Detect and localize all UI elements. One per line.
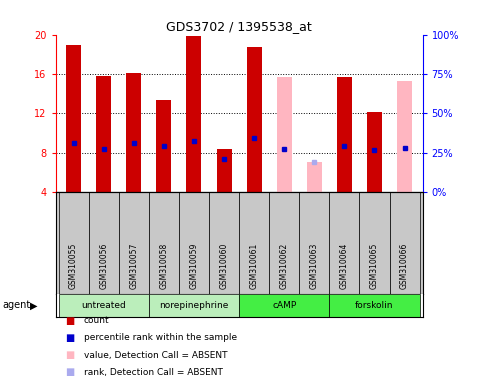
Text: GSM310056: GSM310056 (99, 242, 108, 289)
Bar (397, 81, 412, 192)
Text: GSM310058: GSM310058 (159, 242, 169, 289)
Text: GSM310055: GSM310055 (69, 242, 78, 289)
Text: GSM310065: GSM310065 (370, 242, 379, 289)
Text: rank, Detection Call = ABSENT: rank, Detection Call = ABSENT (84, 368, 223, 377)
Text: GSM310062: GSM310062 (280, 242, 289, 289)
Bar (209, 192, 239, 294)
Text: cAMP: cAMP (272, 301, 297, 310)
Bar (216, 149, 231, 192)
Text: norepinephrine: norepinephrine (159, 301, 228, 310)
Text: count: count (84, 316, 109, 325)
Text: ■: ■ (65, 316, 74, 326)
Text: ■: ■ (65, 333, 74, 343)
Text: untreated: untreated (81, 301, 126, 310)
Bar (179, 192, 209, 294)
Bar (329, 192, 359, 294)
Bar (329, 294, 420, 317)
Bar (247, 47, 262, 192)
Bar (277, 77, 292, 192)
Text: ▶: ▶ (30, 300, 38, 310)
Text: GSM310064: GSM310064 (340, 242, 349, 289)
Text: value, Detection Call = ABSENT: value, Detection Call = ABSENT (84, 351, 227, 360)
Bar (367, 112, 382, 192)
Bar (239, 294, 329, 317)
Text: forskolin: forskolin (355, 301, 394, 310)
Bar (58, 192, 89, 294)
Text: GSM310057: GSM310057 (129, 242, 138, 289)
Title: GDS3702 / 1395538_at: GDS3702 / 1395538_at (166, 20, 312, 33)
Bar (119, 192, 149, 294)
Text: GSM310063: GSM310063 (310, 242, 319, 289)
Text: GSM310061: GSM310061 (250, 242, 258, 289)
Bar (307, 162, 322, 192)
Bar (66, 45, 81, 192)
Bar (337, 77, 352, 192)
Bar (58, 294, 149, 317)
Bar (359, 192, 389, 294)
Bar (149, 294, 239, 317)
Bar (239, 192, 269, 294)
Text: ■: ■ (65, 367, 74, 377)
Bar (299, 192, 329, 294)
Text: ■: ■ (65, 350, 74, 360)
Bar (149, 192, 179, 294)
Bar (126, 73, 142, 192)
Text: GSM310066: GSM310066 (400, 242, 409, 289)
Bar (96, 76, 111, 192)
Bar (269, 192, 299, 294)
Bar (89, 192, 119, 294)
Text: agent: agent (2, 300, 30, 310)
Text: percentile rank within the sample: percentile rank within the sample (84, 333, 237, 343)
Bar (156, 99, 171, 192)
Bar (389, 192, 420, 294)
Text: GSM310059: GSM310059 (189, 242, 199, 289)
Text: GSM310060: GSM310060 (220, 242, 228, 289)
Bar (186, 36, 201, 192)
